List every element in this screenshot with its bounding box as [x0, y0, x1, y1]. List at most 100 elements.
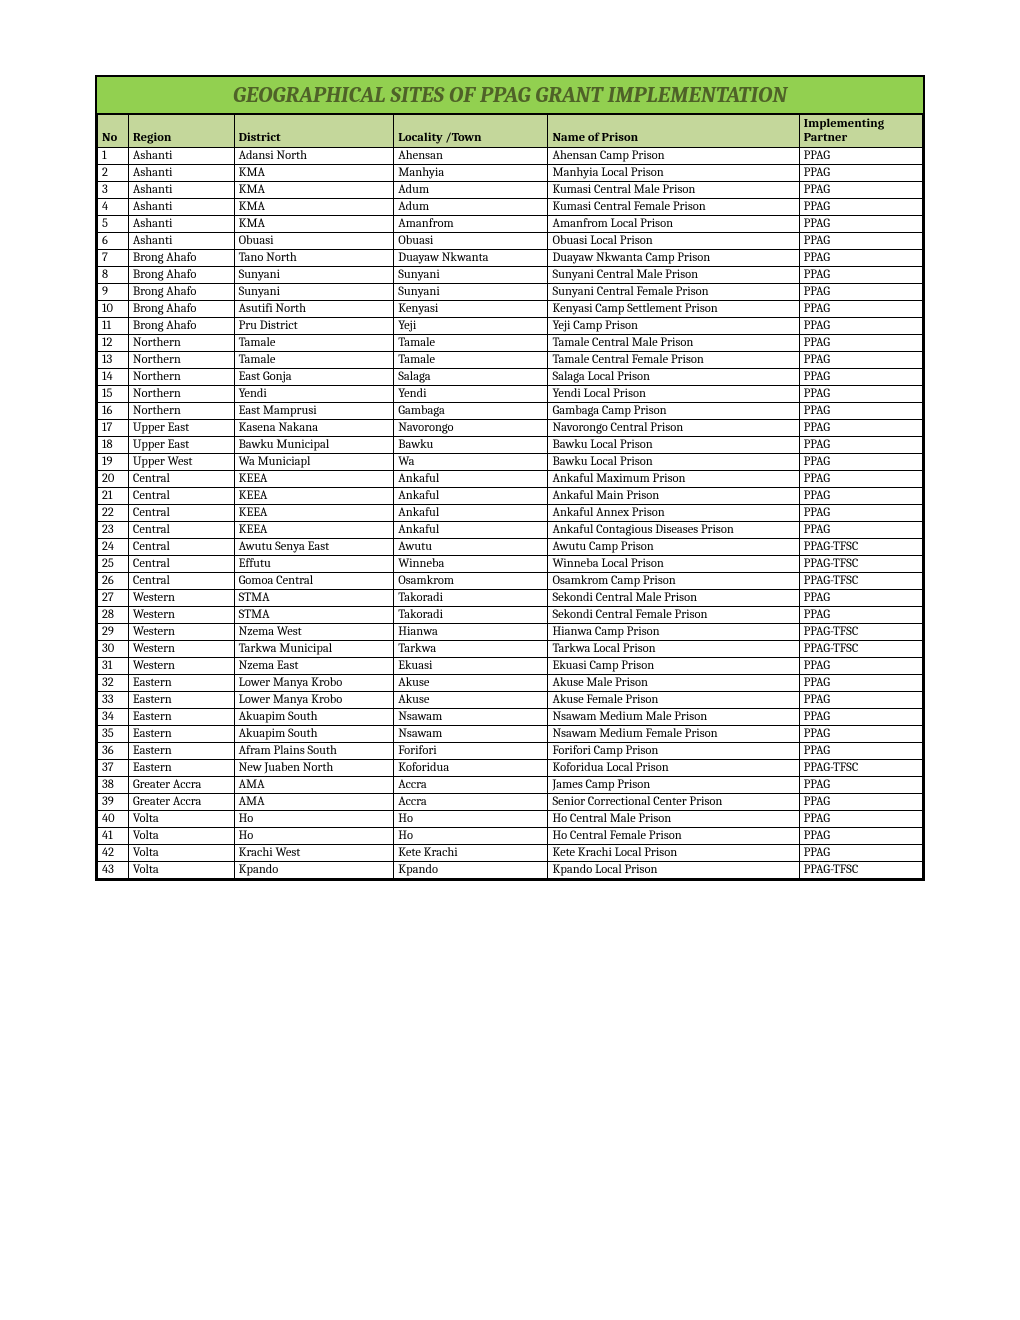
table-cell: Nzema West	[234, 624, 394, 641]
table-cell: 25	[98, 556, 129, 573]
table-cell: Adum	[394, 182, 548, 199]
table-row: 39Greater AccraAMAAccraSenior Correction…	[98, 794, 923, 811]
table-cell: Volta	[128, 828, 234, 845]
table-cell: Northern	[128, 403, 234, 420]
table-cell: Western	[128, 590, 234, 607]
table-cell: Salaga	[394, 369, 548, 386]
table-row: 40VoltaHoHoHo Central Male PrisonPPAG	[98, 811, 923, 828]
table-row: 33EasternLower Manya KroboAkuseAkuse Fem…	[98, 692, 923, 709]
table-cell: STMA	[234, 607, 394, 624]
table-row: 1AshantiAdansi NorthAhensanAhensan Camp …	[98, 148, 923, 165]
table-cell: East Mamprusi	[234, 403, 394, 420]
table-cell: Brong Ahafo	[128, 301, 234, 318]
table-cell: Ho Central Female Prison	[548, 828, 799, 845]
table-cell: Upper West	[128, 454, 234, 471]
table-cell: Winneba Local Prison	[548, 556, 799, 573]
table-cell: 33	[98, 692, 129, 709]
table-cell: Ankaful	[394, 471, 548, 488]
table-row: 12NorthernTamaleTamaleTamale Central Mal…	[98, 335, 923, 352]
table-cell: Kete Krachi	[394, 845, 548, 862]
table-row: 31WesternNzema EastEkuasiEkuasi Camp Pri…	[98, 658, 923, 675]
table-cell: PPAG	[799, 471, 922, 488]
table-cell: Tano North	[234, 250, 394, 267]
table-cell: 38	[98, 777, 129, 794]
table-cell: Tarkwa	[394, 641, 548, 658]
table-cell: Ashanti	[128, 233, 234, 250]
table-cell: Sunyani	[234, 267, 394, 284]
table-cell: Sekondi Central Female Prison	[548, 607, 799, 624]
table-cell: Ahensan	[394, 148, 548, 165]
table-cell: Kpando Local Prison	[548, 862, 799, 879]
table-cell: KEEA	[234, 522, 394, 539]
table-row: 36EasternAfram Plains SouthForiforiForif…	[98, 743, 923, 760]
table-cell: Central	[128, 522, 234, 539]
table-cell: PPAG	[799, 726, 922, 743]
table-cell: Wa	[394, 454, 548, 471]
table-cell: Ho	[394, 828, 548, 845]
table-cell: PPAG	[799, 199, 922, 216]
table-cell: Takoradi	[394, 607, 548, 624]
table-cell: KMA	[234, 216, 394, 233]
table-cell: Kenyasi Camp Settlement Prison	[548, 301, 799, 318]
table-cell: Tamale	[234, 335, 394, 352]
table-cell: Eastern	[128, 726, 234, 743]
table-cell: 18	[98, 437, 129, 454]
table-cell: 15	[98, 386, 129, 403]
table-cell: PPAG	[799, 369, 922, 386]
table-cell: PPAG	[799, 233, 922, 250]
table-cell: Brong Ahafo	[128, 284, 234, 301]
table-cell: AMA	[234, 777, 394, 794]
table-cell: PPAG	[799, 828, 922, 845]
table-cell: Salaga Local Prison	[548, 369, 799, 386]
table-cell: Ho	[234, 811, 394, 828]
table-cell: Manhyia	[394, 165, 548, 182]
table-cell: 6	[98, 233, 129, 250]
table-cell: 28	[98, 607, 129, 624]
table-cell: Volta	[128, 862, 234, 879]
table-cell: 19	[98, 454, 129, 471]
table-row: 32EasternLower Manya KroboAkuseAkuse Mal…	[98, 675, 923, 692]
table-cell: Central	[128, 488, 234, 505]
table-row: 42VoltaKrachi WestKete KrachiKete Krachi…	[98, 845, 923, 862]
table-cell: Bawku Local Prison	[548, 454, 799, 471]
table-cell: Tamale Central Female Prison	[548, 352, 799, 369]
table-row: 11Brong AhafoPru DistrictYejiYeji Camp P…	[98, 318, 923, 335]
table-cell: Gambaga	[394, 403, 548, 420]
table-cell: Tarkwa Local Prison	[548, 641, 799, 658]
table-cell: 9	[98, 284, 129, 301]
table-cell: KEEA	[234, 505, 394, 522]
table-cell: Ho	[234, 828, 394, 845]
table-cell: 24	[98, 539, 129, 556]
table-cell: Sunyani Central Female Prison	[548, 284, 799, 301]
table-cell: Ashanti	[128, 165, 234, 182]
table-cell: PPAG	[799, 794, 922, 811]
table-cell: Sunyani	[234, 284, 394, 301]
table-row: 25CentralEffutuWinnebaWinneba Local Pris…	[98, 556, 923, 573]
table-cell: PPAG-TFSC	[799, 556, 922, 573]
table-cell: Osamkrom	[394, 573, 548, 590]
table-cell: PPAG-TFSC	[799, 862, 922, 879]
table-cell: 36	[98, 743, 129, 760]
table-cell: Kumasi Central Female Prison	[548, 199, 799, 216]
table-cell: Western	[128, 624, 234, 641]
table-cell: 17	[98, 420, 129, 437]
table-row: 9Brong AhafoSunyaniSunyaniSunyani Centra…	[98, 284, 923, 301]
table-row: 28WesternSTMATakoradiSekondi Central Fem…	[98, 607, 923, 624]
table-cell: Akuse	[394, 675, 548, 692]
table-cell: 31	[98, 658, 129, 675]
table-cell: KMA	[234, 199, 394, 216]
table-cell: Ankaful	[394, 522, 548, 539]
table-cell: 41	[98, 828, 129, 845]
table-cell: PPAG	[799, 437, 922, 454]
table-row: 4AshantiKMAAdumKumasi Central Female Pri…	[98, 199, 923, 216]
table-cell: PPAG	[799, 403, 922, 420]
table-cell: Takoradi	[394, 590, 548, 607]
table-cell: Awutu Senya East	[234, 539, 394, 556]
table-cell: Senior Correctional Center Prison	[548, 794, 799, 811]
table-cell: Nsawam	[394, 709, 548, 726]
table-cell: KEEA	[234, 471, 394, 488]
table-cell: PPAG	[799, 522, 922, 539]
table-cell: PPAG	[799, 420, 922, 437]
table-cell: 4	[98, 199, 129, 216]
table-cell: 27	[98, 590, 129, 607]
